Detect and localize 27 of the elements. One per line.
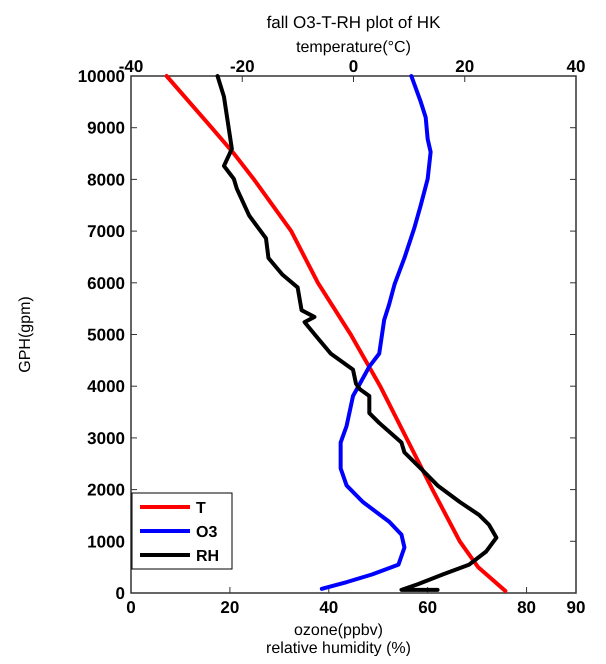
y-tick-label: 6000 (87, 274, 125, 293)
legend-label: RH (196, 548, 220, 565)
line-series (320, 74, 433, 591)
y-tick-label: 7000 (87, 222, 125, 242)
y-tick-label: 2000 (87, 480, 125, 500)
chart-title: fall O3-T-RH plot of HK (266, 13, 442, 32)
x2-tick-label: 40 (566, 57, 586, 76)
legend-label: O3 (196, 524, 218, 541)
legend-label: T (196, 500, 206, 517)
y-tick-label: 9000 (87, 118, 125, 138)
y-tick-label: 8000 (87, 170, 125, 190)
y-axis-title: GPH(gpm) (17, 296, 34, 373)
y-tick-label: 1000 (87, 532, 125, 552)
x2-axis-title: temperature(°C) (296, 39, 411, 56)
y-tick-label: 0 (116, 584, 125, 603)
x-tick-label: 40 (319, 598, 338, 617)
y-tick-label: 4000 (87, 377, 125, 396)
x-axis-title: ozone(ppbv) relative humidity (%) (266, 622, 411, 657)
x-tick-label: 20 (220, 598, 240, 617)
y-tick-label: 5000 (87, 326, 125, 344)
y-tick-label: 3000 (87, 428, 125, 448)
x2-tick-label: 0 (348, 57, 358, 76)
x-tick-label: 60 (418, 598, 438, 617)
x2-tick-label: 20 (455, 57, 474, 76)
x-tick-label: 80 (517, 598, 536, 617)
x-tick-label: 90 (566, 598, 586, 617)
x2-tick-label: -20 (230, 57, 255, 76)
